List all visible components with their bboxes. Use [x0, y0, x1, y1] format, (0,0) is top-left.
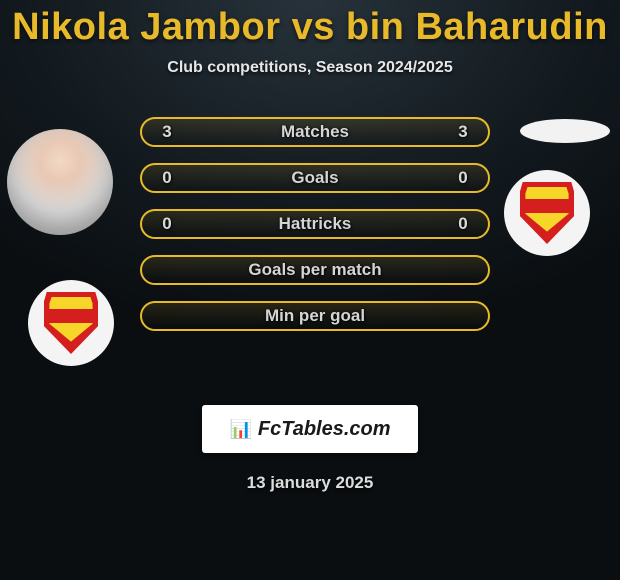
- stat-value-p2: 3: [452, 122, 474, 142]
- stat-row: Goals per match: [140, 255, 490, 285]
- chart-icon: 📊: [229, 420, 251, 438]
- shield-icon: [44, 292, 98, 354]
- stat-label: Hattricks: [178, 214, 452, 234]
- stat-value-p1: 3: [156, 122, 178, 142]
- stat-value-p2: 0: [452, 168, 474, 188]
- shield-icon: [520, 182, 574, 244]
- stat-label: Goals: [178, 168, 452, 188]
- stats-area: 3 Matches 3 0 Goals 0 0 Hattricks 0 Goal…: [0, 117, 620, 397]
- stat-value-p1: 0: [156, 168, 178, 188]
- stat-row: 0 Goals 0: [140, 163, 490, 193]
- stat-row: 0 Hattricks 0: [140, 209, 490, 239]
- footer-date: 13 january 2025: [0, 473, 620, 493]
- player2-club-badge: [504, 170, 590, 256]
- stat-label: Goals per match: [178, 260, 452, 280]
- player1-avatar: [7, 129, 113, 235]
- stat-row: Min per goal: [140, 301, 490, 331]
- stat-value-p2: 0: [452, 214, 474, 234]
- page-title: Nikola Jambor vs bin Baharudin: [0, 0, 620, 49]
- stat-label: Min per goal: [178, 306, 452, 326]
- watermark-text: FcTables.com: [258, 418, 391, 441]
- player2-avatar: [520, 119, 610, 143]
- stats-rows: 3 Matches 3 0 Goals 0 0 Hattricks 0 Goal…: [140, 117, 490, 347]
- stat-label: Matches: [178, 122, 452, 142]
- player1-club-badge: [28, 280, 114, 366]
- stat-row: 3 Matches 3: [140, 117, 490, 147]
- stat-value-p1: 0: [156, 214, 178, 234]
- watermark: 📊 FcTables.com: [202, 405, 418, 453]
- page-subtitle: Club competitions, Season 2024/2025: [0, 59, 620, 77]
